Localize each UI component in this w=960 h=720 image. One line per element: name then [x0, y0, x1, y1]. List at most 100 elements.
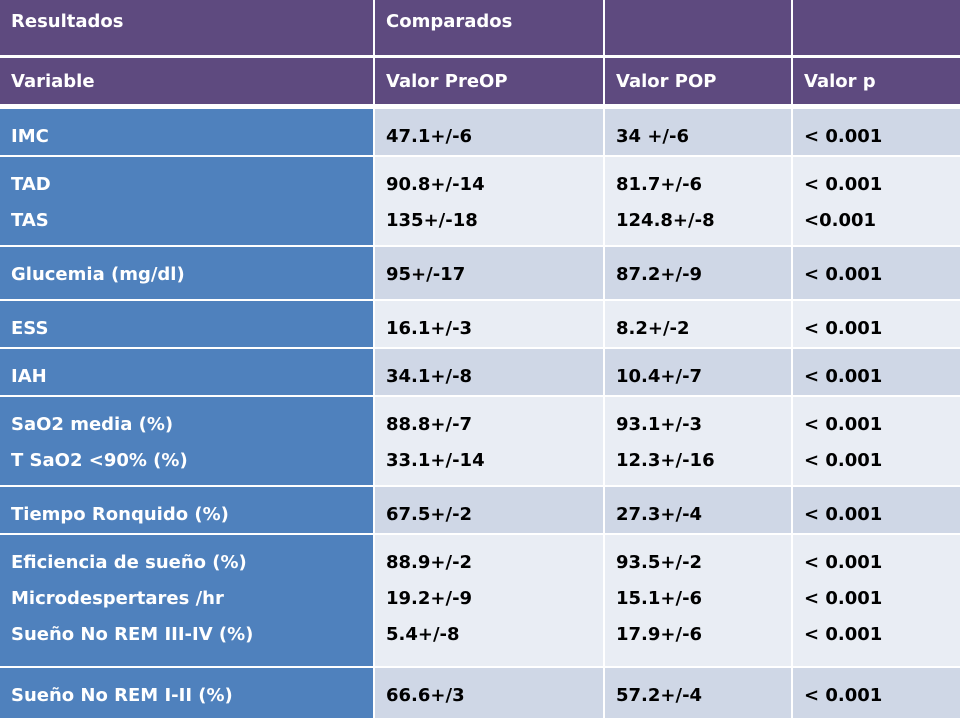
cell-line: Sueño No REM III-IV (%)	[11, 624, 254, 645]
table-row: TAD TAS 90.8+/-14 135+/-18 81.7+/-6 124.8+/-8…	[0, 157, 960, 247]
table-row: IMC 47.1+/-6 34 +/-6 < 0.001	[0, 109, 960, 157]
pop-cell: 93.1+/-3 12.3+/-16	[605, 397, 793, 487]
cell-line: 90.8+/-14	[386, 174, 485, 195]
cell-line: 67.5+/-2	[386, 504, 473, 525]
preop-cell: 88.9+/-2 19.2+/-9 5.4+/-8	[375, 535, 605, 668]
preop-cell: 95+/-17	[375, 247, 605, 301]
cell-line: Tiempo Ronquido (%)	[11, 504, 229, 525]
cell-line: 81.7+/-6	[616, 174, 703, 195]
cell-line: < 0.001	[804, 588, 883, 609]
preop-cell: 34.1+/-8	[375, 349, 605, 397]
cell-line: < 0.001	[804, 685, 883, 706]
variable-cell: TAD TAS	[0, 157, 375, 247]
cell-line: <0.001	[804, 210, 877, 231]
preop-cell: 47.1+/-6	[375, 109, 605, 157]
cell-line: < 0.001	[804, 450, 883, 471]
preop-cell: 90.8+/-14 135+/-18	[375, 157, 605, 247]
cell-line: 47.1+/-6	[386, 126, 473, 147]
pop-cell: 93.5+/-2 15.1+/-6 17.9+/-6	[605, 535, 793, 668]
p-value-cell: < 0.001	[793, 301, 960, 349]
variable-cell: Eficiencia de sueño (%) Microdespertares …	[0, 535, 375, 668]
cell-line: Glucemia (mg/dl)	[11, 264, 185, 285]
cell-line: < 0.001	[804, 414, 883, 435]
header-valor-preop: Valor PreOP	[375, 58, 605, 109]
p-value-cell: < 0.001 < 0.001	[793, 397, 960, 487]
preop-cell: 16.1+/-3	[375, 301, 605, 349]
cell-line: 27.3+/-4	[616, 504, 703, 525]
cell-line: Microdespertares /hr	[11, 588, 224, 609]
p-value-cell: < 0.001	[793, 247, 960, 301]
header-valor-pop: Valor POP	[605, 58, 793, 109]
pop-cell: 27.3+/-4	[605, 487, 793, 535]
cell-line: < 0.001	[804, 366, 883, 387]
cell-line: TAS	[11, 210, 49, 231]
cell-line: 93.5+/-2	[616, 552, 703, 573]
variable-cell: IAH	[0, 349, 375, 397]
p-value-cell: < 0.001	[793, 668, 960, 720]
cell-line: 17.9+/-6	[616, 624, 703, 645]
cell-line: < 0.001	[804, 264, 883, 285]
cell-line: T SaO2 <90% (%)	[11, 450, 188, 471]
cell-line: Eficiencia de sueño (%)	[11, 552, 247, 573]
p-value-cell: < 0.001 <0.001	[793, 157, 960, 247]
cell-line: 88.8+/-7	[386, 414, 473, 435]
pop-cell: 10.4+/-7	[605, 349, 793, 397]
pop-cell: 81.7+/-6 124.8+/-8	[605, 157, 793, 247]
cell-line: Sueño No REM I-II (%)	[11, 685, 233, 706]
header-empty-1	[605, 0, 793, 58]
p-value-cell: < 0.001	[793, 109, 960, 157]
header-valor-p: Valor p	[793, 58, 960, 109]
variable-cell: Sueño No REM I-II (%)	[0, 668, 375, 720]
cell-line: 88.9+/-2	[386, 552, 473, 573]
table-row: SaO2 media (%) T SaO2 <90% (%) 88.8+/-7 33.…	[0, 397, 960, 487]
cell-line: SaO2 media (%)	[11, 414, 174, 435]
header-comparados: Comparados	[375, 0, 605, 58]
cell-line: 15.1+/-6	[616, 588, 703, 609]
table-row: ESS 16.1+/-3 8.2+/-2 < 0.001	[0, 301, 960, 349]
cell-line: 87.2+/-9	[616, 264, 703, 285]
cell-line: < 0.001	[804, 318, 883, 339]
header-row-columns: Variable Valor PreOP Valor POP Valor p	[0, 58, 960, 109]
cell-line: 33.1+/-14	[386, 450, 485, 471]
pop-cell: 57.2+/-4	[605, 668, 793, 720]
preop-cell: 67.5+/-2	[375, 487, 605, 535]
header-resultados: Resultados	[0, 0, 375, 58]
p-value-cell: < 0.001	[793, 349, 960, 397]
variable-cell: Tiempo Ronquido (%)	[0, 487, 375, 535]
cell-line: 34 +/-6	[616, 126, 689, 147]
preop-cell: 88.8+/-7 33.1+/-14	[375, 397, 605, 487]
cell-line: < 0.001	[804, 552, 883, 573]
variable-cell: IMC	[0, 109, 375, 157]
variable-cell: SaO2 media (%) T SaO2 <90% (%)	[0, 397, 375, 487]
table-row: IAH 34.1+/-8 10.4+/-7 < 0.001	[0, 349, 960, 397]
preop-cell: 66.6+/3	[375, 668, 605, 720]
cell-line: 93.1+/-3	[616, 414, 703, 435]
cell-line: 16.1+/-3	[386, 318, 473, 339]
cell-line: < 0.001	[804, 504, 883, 525]
pop-cell: 8.2+/-2	[605, 301, 793, 349]
table-row: Eficiencia de sueño (%) Microdespertares …	[0, 535, 960, 668]
table-row: Sueño No REM I-II (%) 66.6+/3 57.2+/-4 < 0.…	[0, 668, 960, 720]
cell-line: 66.6+/3	[386, 685, 465, 706]
cell-line: < 0.001	[804, 624, 883, 645]
cell-line: IMC	[11, 126, 49, 147]
p-value-cell: < 0.001 < 0.001 < 0.001	[793, 535, 960, 668]
p-value-cell: < 0.001	[793, 487, 960, 535]
cell-line: 135+/-18	[386, 210, 478, 231]
cell-line: ESS	[11, 318, 49, 339]
header-empty-2	[793, 0, 960, 58]
cell-line: IAH	[11, 366, 47, 387]
cell-line: 95+/-17	[386, 264, 466, 285]
cell-line: 8.2+/-2	[616, 318, 690, 339]
pop-cell: 34 +/-6	[605, 109, 793, 157]
variable-cell: ESS	[0, 301, 375, 349]
cell-line: < 0.001	[804, 174, 883, 195]
cell-line: 124.8+/-8	[616, 210, 715, 231]
cell-line: 5.4+/-8	[386, 624, 460, 645]
table-row: Tiempo Ronquido (%) 67.5+/-2 27.3+/-4 < 0.0…	[0, 487, 960, 535]
variable-cell: Glucemia (mg/dl)	[0, 247, 375, 301]
cell-line: 57.2+/-4	[616, 685, 703, 706]
cell-line: 10.4+/-7	[616, 366, 703, 387]
cell-line: 34.1+/-8	[386, 366, 473, 387]
